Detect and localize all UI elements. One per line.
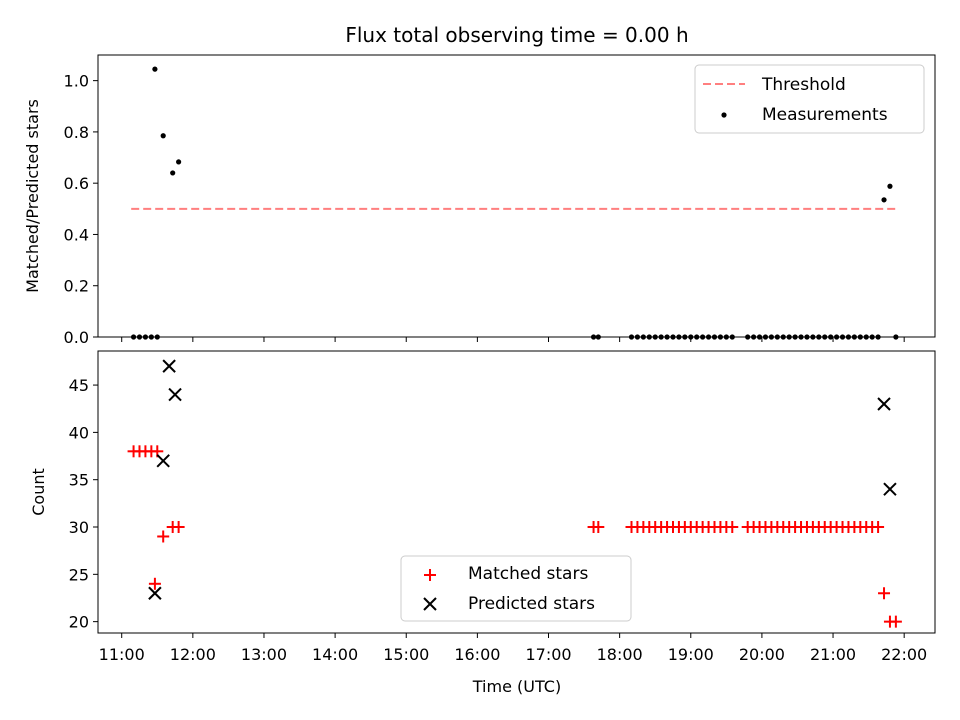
figure-title: Flux total observing time = 0.00 h: [345, 23, 688, 47]
legend-matched-swatch: [424, 569, 436, 581]
x-tick-label: 21:00: [810, 645, 856, 664]
legend-measurements-label: Measurements: [762, 105, 888, 125]
top-y-tick-label: 0.2: [64, 277, 89, 296]
bottom-y-tick-label: 20: [69, 613, 89, 632]
matched-star-point: [889, 615, 902, 628]
predicted-star-point: [156, 454, 170, 468]
bottom-legend-box: [400, 555, 632, 622]
top-y-axis-label: Matched/Predicted stars: [23, 99, 42, 293]
legend-predicted-label: Predicted stars: [468, 594, 595, 614]
x-tick-label: 14:00: [312, 645, 358, 664]
x-tick-label: 19:00: [668, 645, 714, 664]
bottom-axes: 20 25 30 35 40 45 11:00 12:00 13:00 14:00 15:00 16…: [29, 350, 936, 696]
matched-star-point: [872, 521, 885, 534]
top-y-tick-label: 1.0: [64, 72, 89, 91]
x-tick-label: 11:00: [99, 645, 145, 664]
measurement-point: [881, 197, 887, 203]
legend-matched-label: Matched stars: [468, 564, 588, 584]
bottom-y-ticks: 20 25 30 35 40 45: [69, 376, 98, 632]
x-tick-label: 16:00: [454, 645, 500, 664]
predicted-star-point: [162, 359, 176, 373]
x-tick-label: 17:00: [525, 645, 571, 664]
matched-star-point: [157, 530, 170, 543]
x-tick-label: 18:00: [597, 645, 643, 664]
top-axes: 0.0 0.2 0.4 0.6 0.8 1.0 Matched/Predicted sta…: [23, 54, 936, 347]
top-axes-frame: [97, 54, 936, 338]
matched-star-point: [148, 577, 161, 590]
top-y-tick-label: 0.4: [64, 225, 89, 244]
measurement-point: [160, 133, 166, 139]
measurement-point: [887, 183, 893, 189]
top-y-tick-label: 0.6: [64, 174, 89, 193]
x-tick-label: 13:00: [241, 645, 287, 664]
matched-star-point: [726, 521, 739, 534]
top-y-ticks: 0.0 0.2 0.4 0.6 0.8 1.0: [64, 72, 98, 347]
bottom-axes-frame: [97, 350, 936, 634]
predicted-star-point: [883, 482, 897, 496]
x-tick-label: 20:00: [739, 645, 785, 664]
bottom-y-tick-label: 40: [69, 423, 89, 442]
x-axis-label: Time (UTC): [472, 677, 561, 696]
bottom-y-tick-label: 45: [69, 376, 89, 395]
bottom-y-tick-label: 35: [69, 471, 89, 490]
bottom-legend: Matched stars Predicted stars: [400, 555, 632, 622]
x-tick-label: 12:00: [170, 645, 216, 664]
matched-star-point: [172, 521, 185, 534]
x-tick-label: 22:00: [881, 645, 927, 664]
matched-stars-points: [127, 445, 902, 628]
predicted-star-point: [148, 586, 162, 600]
top-legend-box: [694, 64, 925, 134]
predicted-stars-points: [148, 359, 897, 600]
bottom-y-tick-label: 25: [69, 565, 89, 584]
top-y-tick-label: 0.8: [64, 123, 89, 142]
bottom-y-axis-label: Count: [29, 468, 48, 516]
legend-measurements-swatch: [721, 112, 727, 118]
predicted-star-point: [877, 397, 891, 411]
top-y-tick-label: 0.0: [64, 328, 89, 347]
bottom-y-tick-label: 30: [69, 518, 89, 537]
top-x-ticks: [121, 337, 905, 342]
matched-star-point: [592, 521, 605, 534]
top-legend: Threshold Measurements: [694, 64, 925, 134]
legend-predicted-swatch: [423, 597, 437, 611]
matched-star-point: [878, 587, 891, 600]
measurement-point: [170, 170, 176, 176]
measurement-point: [152, 66, 158, 72]
predicted-star-point: [168, 387, 182, 402]
legend-threshold-label: Threshold: [761, 75, 846, 95]
x-tick-label: 15:00: [383, 645, 429, 664]
bottom-x-ticks: 11:00 12:00 13:00 14:00 15:00 16:00 17:00 18:00…: [99, 633, 927, 664]
measurement-point: [176, 159, 182, 165]
